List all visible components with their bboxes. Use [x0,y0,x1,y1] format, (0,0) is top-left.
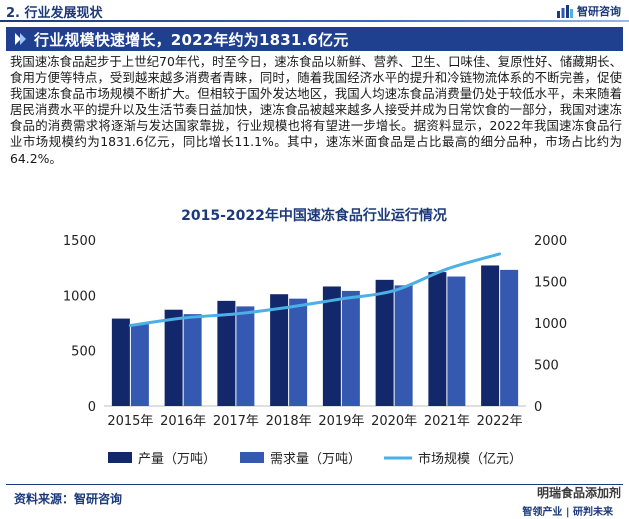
legend-swatch [240,452,264,463]
double-chevron-icon [15,33,26,45]
slogan-left: 智领产业 [522,507,563,518]
bar-demand [236,306,255,406]
bar-production [270,294,289,406]
y-right-tick-label: 1000 [534,317,567,332]
bar-production [375,279,394,406]
section-banner: 行业规模快速增长，2022年约为1831.6亿元 [6,27,623,51]
brand-name: 智研咨询 [577,5,621,18]
legend-swatch [108,452,132,463]
legend-label: 需求量（万吨） [270,452,361,467]
bar-demand [500,269,519,406]
bar-production [322,286,341,406]
bar-production [164,309,183,406]
chart-area: 2015-2022年中国速冻食品行业运行情况 0 500 1000 1500 0 500 10… [0,200,629,480]
x-tick-label: 2020年 [371,414,417,429]
y-right-tick-label: 500 [534,359,559,374]
chart-title: 2015-2022年中国速冻食品行业运行情况 [181,207,447,224]
bar-production [481,265,500,406]
brand-logo-icon [557,5,573,18]
banner-title: 行业规模快速增长，2022年约为1831.6亿元 [34,30,349,49]
y-right-tick-label: 2000 [534,234,567,249]
y-right-tick-label: 1500 [534,276,567,291]
x-tick-label: 2022年 [477,414,523,429]
bar-line-chart: 2015-2022年中国速冻食品行业运行情况 0 500 1000 1500 0 500 10… [63,207,567,467]
x-tick-label: 2015年 [107,414,153,429]
y-left-tick-label: 1500 [63,234,96,249]
body-paragraph: 我国速冻食品起步于上世纪70年代，时至今日，速冻食品以新鲜、营养、卫生、口味佳、… [10,54,622,166]
slogan-separator: | [565,507,573,518]
market-size-line [128,252,502,327]
top-bar: 2. 行业发展现状 智研咨询 [0,0,629,22]
bar-demand [394,285,413,406]
y-left-tick-label: 1000 [63,289,96,304]
section-label: 2. 行业发展现状 [6,6,103,21]
bar-demand [289,298,308,406]
x-tick-label: 2021年 [424,414,470,429]
bar-demand [341,290,360,406]
x-tick-label: 2018年 [266,414,312,429]
bar-production [217,300,236,406]
footer-rule [6,484,623,485]
y-left-tick-label: 0 [88,400,96,415]
bar-demand [447,276,466,406]
slogan-right: 研判未来 [573,507,613,518]
top-rule [0,20,629,22]
source-label: 资料来源：智研咨询 [14,492,123,506]
y-right-tick-label: 0 [534,400,542,415]
bar-production [111,318,130,406]
x-tick-label: 2016年 [160,414,206,429]
bar-demand [183,314,202,406]
legend-label: 产量（万吨） [138,452,216,467]
watermark-text: 明瑞食品添加剂 [536,486,621,500]
bar-demand [130,324,149,406]
brand-top: 智研咨询 [557,3,621,19]
bar-production [428,272,447,406]
y-left-tick-label: 500 [71,345,96,360]
x-tick-label: 2019年 [318,414,364,429]
x-tick-label: 2017年 [213,414,259,429]
footer-slogan: 智领产业 | 研判未来 [522,503,613,518]
legend-label: 市场规模（亿元） [418,451,522,467]
